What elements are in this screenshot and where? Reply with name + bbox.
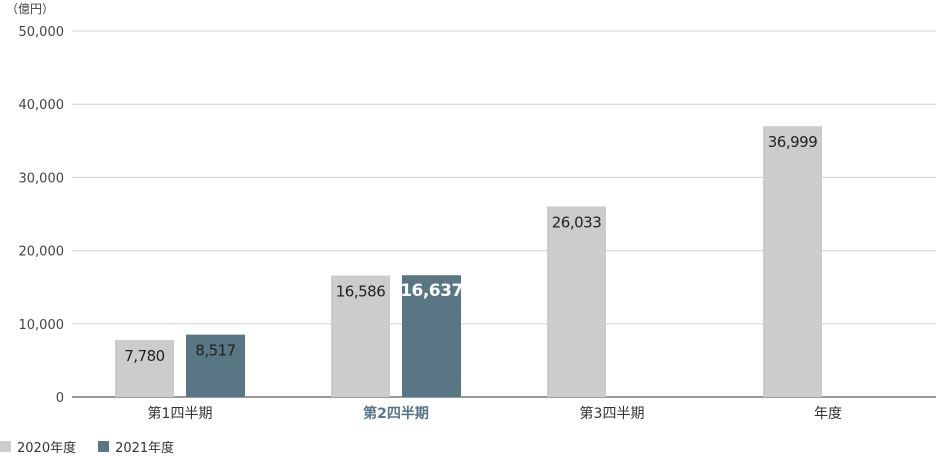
y-tick-label: 50,000: [19, 25, 65, 40]
bars: [115, 126, 822, 397]
y-axis-ticks: 0 10,000 20,000 30,000 40,000 50,000: [19, 25, 65, 406]
data-label: 26,033: [552, 213, 602, 231]
data-label: 36,999: [768, 133, 818, 151]
data-label: 16,637: [400, 281, 463, 301]
bar: [547, 206, 606, 397]
legend-label-2020: 2020年度: [17, 440, 77, 456]
legend-label-2021: 2021年度: [115, 440, 175, 456]
y-tick-label: 10,000: [19, 318, 65, 333]
y-tick-label: 20,000: [19, 245, 65, 260]
legend-item-2021: 2021年度: [98, 437, 174, 456]
y-tick-label: 40,000: [19, 98, 65, 113]
x-category-label: 年度: [814, 406, 842, 422]
legend-item-2020: 2020年度: [0, 437, 76, 456]
legend-swatch-2020: [0, 440, 11, 452]
bar: [186, 334, 245, 397]
legend: 2020年度 2021年度: [0, 436, 196, 456]
data-labels: 7,780 8,517 16,586 16,637 26,033 36,999: [124, 133, 817, 365]
bar: [115, 340, 174, 397]
data-label: 8,517: [195, 342, 235, 360]
bar: [763, 126, 822, 397]
bar: [331, 275, 390, 397]
y-tick-label: 30,000: [19, 171, 65, 186]
data-label: 16,586: [336, 283, 386, 301]
x-axis-categories: 第1四半期 第2四半期 第3四半期 年度: [148, 405, 842, 422]
y-unit-label: （億円）: [6, 2, 54, 16]
bar: [402, 275, 461, 397]
x-category-label: 第2四半期: [363, 405, 429, 422]
x-category-label: 第1四半期: [148, 405, 213, 422]
legend-swatch-2021: [98, 440, 110, 452]
bar-chart: （億円） 0 10,000 20,000 30,000 40,000 50,000 7,7…: [6, 2, 936, 422]
x-category-label: 第3四半期: [580, 405, 645, 422]
y-tick-label: 0: [56, 391, 64, 406]
data-label: 7,780: [124, 347, 164, 365]
